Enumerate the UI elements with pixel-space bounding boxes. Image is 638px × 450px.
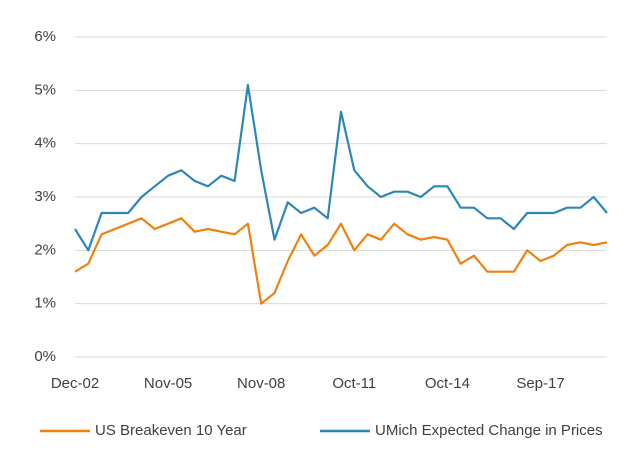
legend-label: US Breakeven 10 Year — [95, 422, 247, 439]
y-tick-label: 2% — [34, 241, 56, 258]
x-tick-label: Nov-08 — [237, 375, 285, 392]
y-tick-label: 3% — [34, 188, 56, 205]
y-tick-label: 4% — [34, 135, 56, 152]
series-line — [74, 83, 608, 252]
y-tick-label: 6% — [34, 28, 56, 45]
x-tick-label: Dec-02 — [51, 375, 99, 392]
legend-label: UMich Expected Change in Prices — [375, 422, 603, 439]
y-tick-label: 0% — [34, 348, 56, 365]
y-tick-label: 5% — [34, 81, 56, 98]
x-tick-label: Sep-17 — [516, 375, 564, 392]
series-line — [74, 217, 608, 305]
x-tick-label: Oct-14 — [425, 375, 470, 392]
y-tick-label: 1% — [34, 295, 56, 312]
x-tick-label: Nov-05 — [144, 375, 192, 392]
x-tick-label: Oct-11 — [332, 375, 376, 392]
